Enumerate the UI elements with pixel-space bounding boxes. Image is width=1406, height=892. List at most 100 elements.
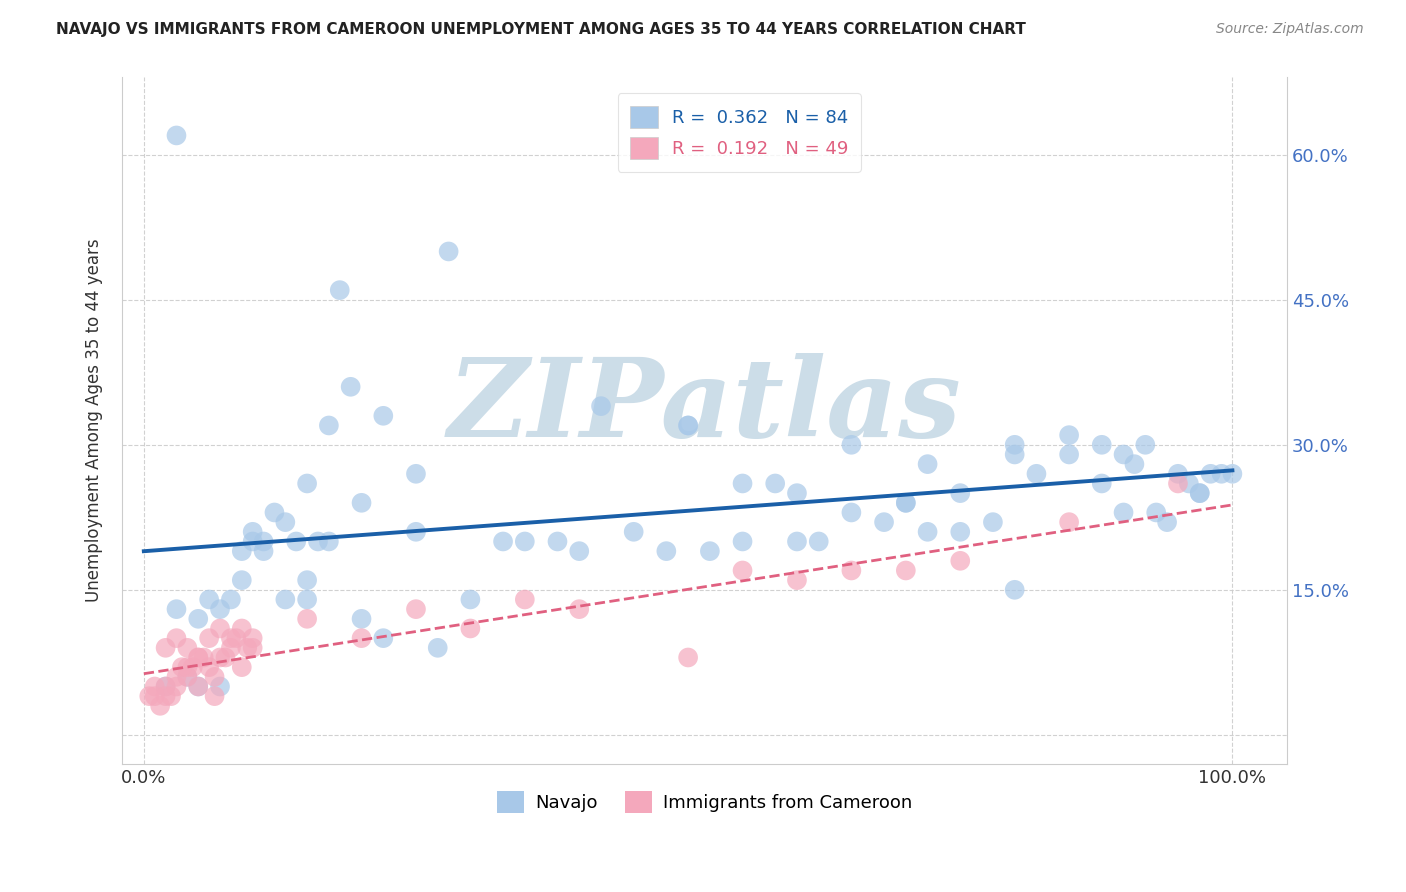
Point	[176, 660, 198, 674]
Point	[405, 602, 427, 616]
Point	[166, 680, 188, 694]
Point	[894, 564, 917, 578]
Point	[786, 486, 808, 500]
Point	[894, 496, 917, 510]
Point	[219, 631, 242, 645]
Point	[225, 631, 247, 645]
Point	[242, 640, 264, 655]
Point	[1222, 467, 1244, 481]
Point	[318, 418, 340, 433]
Point	[214, 650, 236, 665]
Point	[1211, 467, 1233, 481]
Point	[208, 602, 231, 616]
Point	[568, 544, 591, 558]
Point	[187, 650, 209, 665]
Point	[1135, 438, 1157, 452]
Point	[181, 660, 204, 674]
Point	[492, 534, 515, 549]
Point	[242, 631, 264, 645]
Point	[252, 544, 274, 558]
Point	[219, 592, 242, 607]
Point	[1112, 447, 1135, 461]
Point	[143, 689, 166, 703]
Point	[274, 515, 297, 529]
Point	[1112, 506, 1135, 520]
Point	[437, 244, 460, 259]
Point	[155, 689, 177, 703]
Point	[1057, 447, 1080, 461]
Point	[894, 496, 917, 510]
Point	[460, 622, 482, 636]
Point	[1004, 438, 1026, 452]
Point	[285, 534, 308, 549]
Point	[187, 680, 209, 694]
Point	[405, 467, 427, 481]
Point	[143, 680, 166, 694]
Point	[166, 670, 188, 684]
Point	[204, 670, 226, 684]
Point	[676, 650, 699, 665]
Text: NAVAJO VS IMMIGRANTS FROM CAMEROON UNEMPLOYMENT AMONG AGES 35 TO 44 YEARS CORREL: NAVAJO VS IMMIGRANTS FROM CAMEROON UNEMP…	[56, 22, 1026, 37]
Legend: Navajo, Immigrants from Cameroon: Navajo, Immigrants from Cameroon	[486, 780, 922, 823]
Point	[187, 680, 209, 694]
Point	[160, 689, 183, 703]
Point	[176, 670, 198, 684]
Point	[1004, 582, 1026, 597]
Point	[1025, 467, 1047, 481]
Point	[841, 506, 863, 520]
Point	[373, 409, 395, 423]
Point	[513, 592, 536, 607]
Point	[426, 640, 449, 655]
Point	[655, 544, 678, 558]
Point	[1057, 515, 1080, 529]
Point	[204, 689, 226, 703]
Point	[263, 506, 285, 520]
Point	[176, 670, 198, 684]
Point	[589, 399, 612, 413]
Point	[547, 534, 569, 549]
Point	[949, 554, 972, 568]
Point	[460, 592, 482, 607]
Point	[274, 592, 297, 607]
Point	[350, 496, 373, 510]
Point	[513, 534, 536, 549]
Point	[1144, 506, 1167, 520]
Point	[731, 476, 754, 491]
Point	[623, 524, 645, 539]
Point	[1199, 467, 1222, 481]
Point	[1091, 476, 1114, 491]
Text: Source: ZipAtlas.com: Source: ZipAtlas.com	[1216, 22, 1364, 37]
Point	[208, 680, 231, 694]
Point	[1004, 447, 1026, 461]
Point	[155, 640, 177, 655]
Point	[917, 524, 939, 539]
Point	[329, 283, 352, 297]
Point	[1167, 476, 1189, 491]
Point	[208, 650, 231, 665]
Point	[676, 418, 699, 433]
Point	[138, 689, 160, 703]
Point	[373, 631, 395, 645]
Point	[149, 698, 172, 713]
Point	[166, 602, 188, 616]
Point	[786, 573, 808, 587]
Point	[1057, 428, 1080, 442]
Point	[198, 631, 221, 645]
Point	[231, 622, 253, 636]
Point	[786, 534, 808, 549]
Point	[841, 438, 863, 452]
Point	[807, 534, 830, 549]
Point	[731, 564, 754, 578]
Point	[295, 573, 318, 587]
Point	[676, 418, 699, 433]
Point	[350, 612, 373, 626]
Point	[1178, 476, 1201, 491]
Point	[198, 660, 221, 674]
Point	[1188, 486, 1211, 500]
Point	[405, 524, 427, 539]
Point	[1156, 515, 1178, 529]
Point	[1167, 467, 1189, 481]
Point	[231, 544, 253, 558]
Point	[318, 534, 340, 549]
Point	[339, 380, 361, 394]
